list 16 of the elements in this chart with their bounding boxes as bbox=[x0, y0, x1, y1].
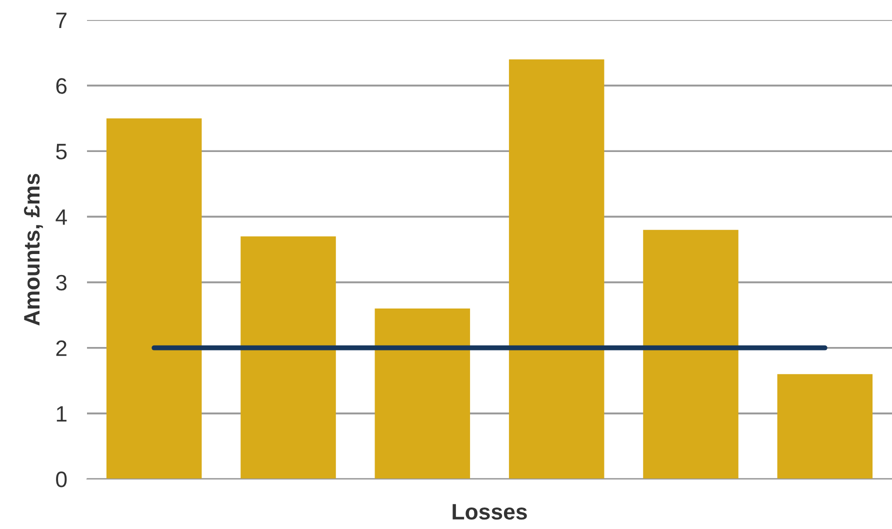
bar bbox=[240, 236, 336, 479]
y-tick-label: 4 bbox=[56, 209, 67, 225]
y-axis-title: Amounts, £ms bbox=[24, 174, 43, 326]
y-tick-label: 2 bbox=[56, 340, 66, 356]
x-axis-title: Losses bbox=[452, 504, 527, 520]
y-tick-label: 1 bbox=[56, 406, 66, 422]
y-tick-label: 6 bbox=[56, 78, 67, 94]
bar bbox=[106, 118, 202, 479]
bar bbox=[508, 59, 604, 479]
y-tick-label: 7 bbox=[56, 12, 66, 28]
bar bbox=[643, 230, 738, 479]
bar bbox=[777, 374, 873, 479]
y-tick-label: 0 bbox=[56, 472, 67, 488]
y-tick-label: 3 bbox=[56, 274, 67, 291]
y-tick-label: 5 bbox=[56, 144, 67, 160]
bar bbox=[374, 308, 470, 479]
